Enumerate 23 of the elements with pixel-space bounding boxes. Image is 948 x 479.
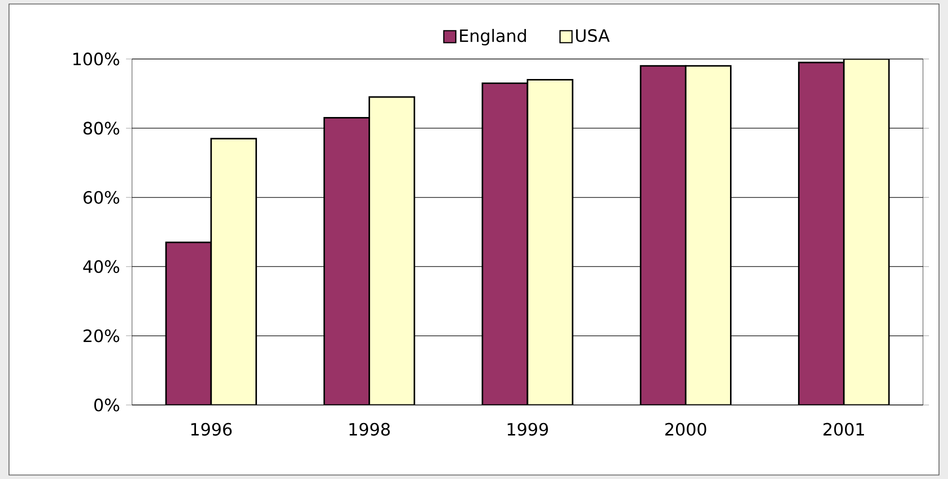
bar <box>684 65 732 405</box>
legend-label: USA <box>576 29 610 42</box>
bar <box>640 65 686 405</box>
bar <box>798 62 845 405</box>
x-tick-label: 1999 <box>508 422 548 436</box>
y-tick-label: 80% <box>84 122 120 135</box>
y-tick-label: 40% <box>83 260 120 274</box>
legend-label: England <box>460 28 526 46</box>
x-tick-label: 2001 <box>824 422 864 436</box>
x-tick-label: 2000 <box>665 422 706 436</box>
bar <box>210 138 257 405</box>
y-tick-label: 0% <box>94 398 120 412</box>
x-tick-label: 1996 <box>191 422 232 436</box>
bar <box>482 82 528 405</box>
y-tick-label: 100% <box>73 52 120 66</box>
x-tick-label: 1998 <box>350 422 390 436</box>
y-tick-label: 60% <box>84 190 120 204</box>
bar <box>526 79 574 405</box>
bar <box>368 96 416 405</box>
bar <box>843 58 890 405</box>
bar <box>165 242 212 405</box>
y-tick-label: 20% <box>84 329 120 342</box>
bar <box>323 117 370 405</box>
